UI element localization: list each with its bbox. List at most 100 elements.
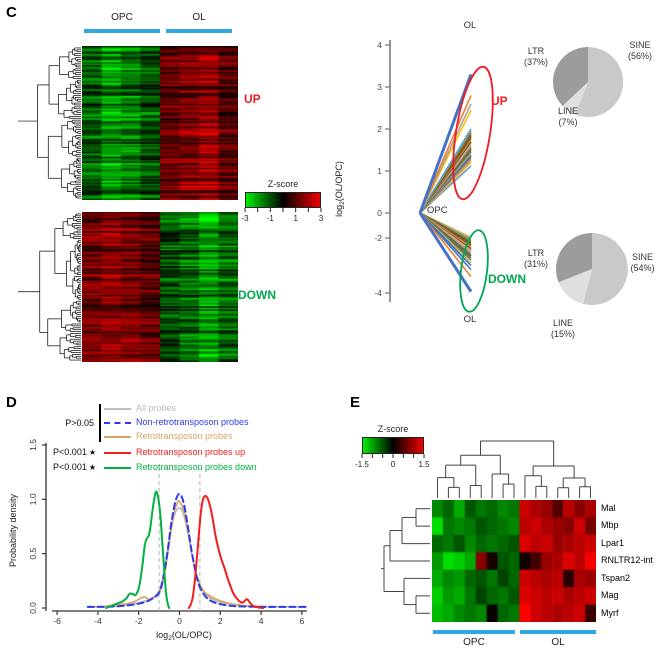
p-value-text: P<0.001 bbox=[53, 447, 87, 457]
pie-slice-name: SINE bbox=[631, 252, 653, 262]
slope-tick-label: 1 bbox=[377, 166, 382, 176]
e-ol-group-bar bbox=[520, 630, 596, 634]
pie-slice-pct: (37%) bbox=[523, 57, 548, 67]
panel-d-letter: D bbox=[6, 394, 17, 411]
c-up-dendrogram bbox=[18, 47, 81, 199]
pie-up bbox=[552, 46, 624, 117]
d-curve-3 bbox=[187, 494, 265, 609]
d-y-tick-label: 0.5 bbox=[28, 547, 38, 559]
colorbar-tick-label: 1.5 bbox=[418, 460, 430, 469]
pie-slice-ltr bbox=[552, 46, 588, 106]
slope-down-annotation: DOWN bbox=[488, 272, 526, 286]
xlabel-prefix: log bbox=[156, 630, 169, 640]
legend-line-retro bbox=[104, 436, 131, 438]
pie-slice-pct: (31%) bbox=[523, 259, 548, 269]
heatmap-c-down bbox=[82, 212, 238, 362]
c-colorbar bbox=[245, 192, 321, 208]
significance-star-icon: ★ bbox=[88, 448, 96, 457]
legend-line-retro-up bbox=[104, 452, 131, 454]
e-row-dendrogram bbox=[381, 508, 430, 614]
slope-tick-label: -2 bbox=[374, 233, 382, 243]
d-x-tick-label: -6 bbox=[53, 616, 61, 626]
e-row-label-lpar1: Lpar1 bbox=[601, 538, 625, 548]
heatmap-e bbox=[432, 500, 596, 622]
slope-tick-label: 0 bbox=[377, 208, 382, 218]
e-row-label-mag: Mag bbox=[601, 590, 619, 600]
d-x-tick-label: -4 bbox=[94, 616, 102, 626]
d-y-tick-label: 0.0 bbox=[28, 602, 38, 614]
c-opc-label: OPC bbox=[111, 12, 133, 23]
c-ol-group-bar bbox=[166, 29, 232, 33]
pie-slice-pct: (56%) bbox=[627, 51, 652, 61]
d-x-tick-label: 0 bbox=[177, 616, 182, 626]
d-curve-4 bbox=[105, 490, 171, 609]
pie-up-ltr-label: LTR (37%) bbox=[518, 46, 554, 68]
pie-up-sine-label: SINE (56%) bbox=[623, 40, 657, 62]
colorbar-tick-label: -1 bbox=[267, 214, 275, 223]
colorbar-tick-label: 0 bbox=[391, 460, 396, 469]
legend-line-all-probes bbox=[104, 408, 131, 410]
pie-down-sine-label: SINE (54%) bbox=[627, 252, 658, 274]
e-row-label-myrf: Myrf bbox=[601, 608, 619, 618]
slope-up-line bbox=[418, 73, 473, 214]
pie-slice-pct: (15%) bbox=[550, 329, 575, 339]
e-column-dendrogram bbox=[436, 440, 592, 498]
pie-slice-name: SINE bbox=[629, 40, 651, 50]
pie-slice-sine bbox=[575, 46, 624, 117]
legend-label-all-probes: All probes bbox=[136, 403, 177, 413]
pie-slice-sine bbox=[583, 233, 628, 305]
slope-tick-label: 3 bbox=[377, 82, 382, 92]
d-x-axis-label: log2(OL/OPC) bbox=[128, 630, 240, 642]
c-ol-label: OL bbox=[192, 12, 206, 23]
slope-ol-top-label: OL bbox=[463, 20, 477, 31]
e-colorbar bbox=[362, 437, 424, 454]
slope-opc-label: OPC bbox=[427, 205, 448, 216]
pie-slice-pct: (7%) bbox=[558, 117, 578, 127]
legend-label-retro-down: Retrotransposon probes down bbox=[136, 462, 257, 472]
d-y-tick-label: 1.0 bbox=[28, 493, 38, 505]
legend-label-non-retro: Non-retrotransposon probes bbox=[136, 417, 249, 427]
pie-slice-name: LTR bbox=[527, 248, 545, 258]
c-slope-chart: 4 3 2 1 0 -2 -4 bbox=[374, 40, 494, 313]
colorbar-tick-label: -3 bbox=[241, 214, 249, 223]
slope-tick-label: 4 bbox=[377, 40, 382, 50]
d-x-tick-label: -2 bbox=[135, 616, 143, 626]
d-x-tick-label: 4 bbox=[259, 616, 264, 626]
up-cluster-ellipse bbox=[452, 65, 494, 201]
slope-up-line bbox=[419, 128, 472, 214]
d-p-sig-up-label: P<0.001 ★ bbox=[26, 447, 96, 457]
c-opc-group-bar bbox=[84, 29, 160, 33]
d-density-plot: 0.0 0.5 1.0 1.5 -6 -4 -2 0 2 4 6 bbox=[28, 439, 307, 626]
panel-e-letter: E bbox=[350, 394, 361, 411]
e-row-label-tspan2: Tspan2 bbox=[601, 573, 631, 583]
d-x-tick-label: 6 bbox=[300, 616, 305, 626]
legend-line-retro-down bbox=[104, 467, 131, 469]
slope-tick-label: -4 bbox=[374, 288, 382, 298]
xlabel-sub: 2 bbox=[168, 635, 172, 642]
p-value-text: P<0.001 bbox=[53, 462, 87, 472]
d-y-tick-label: 1.5 bbox=[28, 439, 38, 451]
colorbar-tick-label: -1.5 bbox=[355, 460, 369, 469]
legend-line-non-retro bbox=[104, 422, 131, 424]
d-curve-1 bbox=[86, 492, 307, 608]
xlabel-suffix: (OL/OPC) bbox=[171, 630, 212, 640]
pie-slice-name: LINE bbox=[552, 318, 573, 328]
colorbar-tick-label: 3 bbox=[319, 214, 324, 223]
pie-slice-ltr bbox=[555, 232, 592, 283]
pie-slice-line bbox=[558, 269, 592, 304]
slope-tick-label: 2 bbox=[377, 124, 382, 134]
e-opc-label: OPC bbox=[463, 637, 485, 648]
pie-slice-line bbox=[562, 82, 588, 115]
c-up-annotation: UP bbox=[244, 92, 261, 106]
pie-slice-name: LTR bbox=[527, 46, 545, 56]
c-down-annotation: DOWN bbox=[238, 288, 276, 302]
d-curve-2 bbox=[92, 499, 262, 608]
c-down-dendrogram bbox=[18, 213, 81, 361]
d-p-bracket bbox=[99, 404, 101, 442]
legend-label-retro-up: Retrotransposon probes up bbox=[136, 447, 246, 457]
c-colorbar-axis: -3 -1 1 3 bbox=[241, 208, 324, 223]
slope-up-annotation: UP bbox=[491, 94, 508, 108]
e-row-label-mbp: Mbp bbox=[601, 520, 619, 530]
